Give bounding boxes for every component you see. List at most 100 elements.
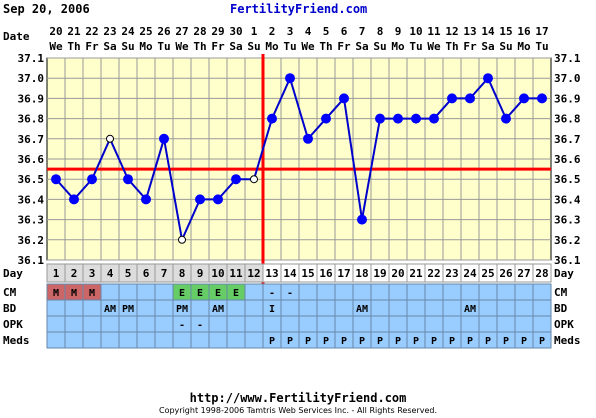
day-number: 22 [427, 267, 440, 280]
obs-cell [496, 315, 516, 333]
date-number: 25 [139, 25, 152, 38]
date-number: 30 [229, 25, 242, 38]
weekday-label: Su [121, 40, 134, 53]
obs-cell [154, 283, 174, 301]
day-number: 1 [53, 267, 60, 280]
obs-cell-value: - [269, 288, 275, 299]
temperature-point [339, 93, 349, 104]
day-number: 24 [463, 267, 477, 280]
obs-cell [478, 283, 498, 301]
obs-cell-value: AM [212, 304, 224, 315]
obs-cell-value: P [539, 336, 545, 347]
day-number: 12 [247, 267, 260, 280]
obs-cell-value: P [485, 336, 491, 347]
obs-row-label: Meds [3, 334, 30, 347]
weekday-label: Fr [211, 40, 225, 53]
obs-cell [406, 283, 426, 301]
day-number: 20 [391, 267, 404, 280]
temperature-point [69, 194, 79, 205]
weekday-label: We [175, 40, 189, 53]
obs-cell [82, 331, 102, 349]
obs-cell [136, 315, 156, 333]
date-number: 22 [85, 25, 98, 38]
date-number: 1 [251, 25, 258, 38]
date-header-row: Date 20We21Th22Fr23Sa24Su25Mo26Tu27We28Th… [3, 25, 549, 53]
temperature-point [393, 113, 403, 124]
day-number: 3 [89, 267, 96, 280]
obs-cell-value: P [287, 336, 293, 347]
obs-cell [136, 299, 156, 317]
date-number: 6 [341, 25, 348, 38]
obs-cell [334, 299, 354, 317]
date-number: 10 [409, 25, 422, 38]
weekday-label: Tu [409, 40, 422, 53]
day-number: 7 [161, 267, 168, 280]
obs-cell-value: P [413, 336, 419, 347]
temperature-point [51, 174, 61, 185]
obs-cell [424, 299, 444, 317]
obs-cell [532, 283, 552, 301]
date-number: 20 [49, 25, 62, 38]
weekday-label: Sa [103, 40, 116, 53]
date-number: 13 [463, 25, 476, 38]
day-number: 2 [71, 267, 78, 280]
day-number: 13 [265, 267, 278, 280]
obs-cell [100, 331, 120, 349]
obs-cell-value: AM [104, 304, 116, 315]
weekday-label: Fr [463, 40, 477, 53]
obs-cell-value: P [521, 336, 527, 347]
obs-cell [442, 315, 462, 333]
obs-cell-value: P [305, 336, 311, 347]
date-number: 5 [323, 25, 330, 38]
obs-cell [136, 331, 156, 349]
obs-cell [64, 331, 84, 349]
date-number: 3 [287, 25, 294, 38]
day-number: 28 [535, 267, 548, 280]
day-number: 8 [179, 267, 186, 280]
obs-cell [442, 299, 462, 317]
y-tick-label: 36.5 [554, 173, 581, 186]
weekday-label: We [301, 40, 315, 53]
obs-cell-value: P [431, 336, 437, 347]
obs-cell [496, 299, 516, 317]
obs-cell [352, 283, 372, 301]
obs-cell [388, 315, 408, 333]
obs-cell [388, 283, 408, 301]
weekday-label: Sa [481, 40, 494, 53]
obs-cell [280, 315, 300, 333]
obs-cell-value: E [179, 288, 185, 299]
obs-cell [514, 283, 534, 301]
obs-cell [532, 331, 552, 349]
temperature-point [178, 235, 186, 244]
y-tick-label: 36.5 [18, 173, 45, 186]
weekday-label: Tu [157, 40, 170, 53]
weekday-label: Fr [337, 40, 351, 53]
y-tick-label: 36.9 [18, 92, 45, 105]
obs-cell-value: P [359, 336, 365, 347]
temperature-point [195, 194, 205, 205]
obs-cell [388, 299, 408, 317]
day-number: 4 [107, 267, 114, 280]
y-tick-label: 36.7 [554, 133, 581, 146]
y-tick-label: 36.7 [18, 133, 45, 146]
obs-cell [370, 299, 390, 317]
temperature-point [465, 93, 475, 104]
obs-cell [226, 331, 246, 349]
y-axis-right-labels: 36.1 36.2 36.3 36.4 36.5 36.6 36.7 36.8 36.9 37.0… [554, 52, 581, 267]
day-number: 11 [229, 267, 243, 280]
footer-url[interactable]: http://www.FertilityFriend.com [189, 391, 407, 405]
day-number: 23 [445, 267, 458, 280]
day-number: 17 [337, 267, 350, 280]
temperature-point [447, 93, 457, 104]
obs-cell [82, 299, 102, 317]
date-number: 23 [103, 25, 116, 38]
weekday-label: Mo [391, 40, 405, 53]
observation-rows: CM CM M M M E E E E - - BD BD AM PM PM AM I AM AM OPK OPK - - Me… [3, 283, 581, 349]
obs-cell [262, 315, 282, 333]
obs-cell-value: E [197, 288, 203, 299]
obs-cell-value: P [323, 336, 329, 347]
site-name[interactable]: FertilityFriend.com [230, 2, 368, 16]
obs-cell [334, 283, 354, 301]
weekday-label: Su [499, 40, 512, 53]
